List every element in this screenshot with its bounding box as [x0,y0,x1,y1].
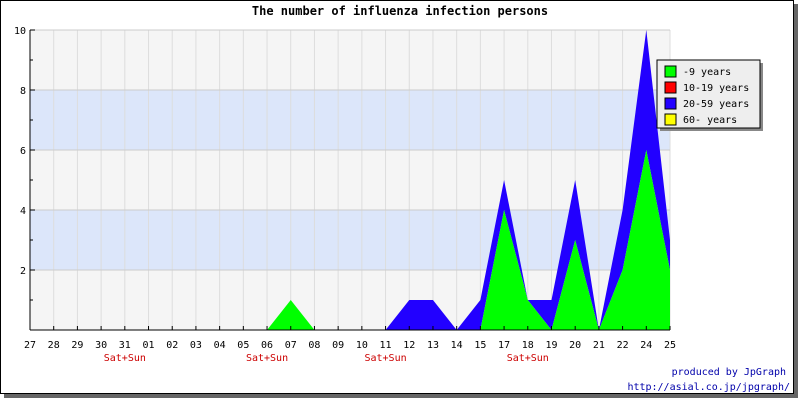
x-tick-label: 31 [119,340,131,351]
grid-band [30,90,670,150]
x-tick-label: 15 [474,340,486,351]
axes [29,29,671,331]
x-tick-label: 25 [664,340,676,351]
weekend-label: Sat+Sun [364,353,406,364]
weekend-labels: Sat+Sun Sat+Sun Sat+Sun Sat+Sun [104,353,549,364]
x-tick-label: 14 [451,340,463,351]
area-20-59-years [30,30,670,330]
x-tick-label: 08 [308,340,320,351]
weekend-label: Sat+Sun [246,353,288,364]
x-tick-label: 30 [95,340,107,351]
area-9-years [30,150,670,330]
x-tick-label: 09 [332,340,344,351]
legend-label: 60- years [683,115,737,126]
chart-title: The number of influenza infection person… [252,4,548,18]
x-tick-label: 02 [166,340,178,351]
x-tick-label: 21 [593,340,605,351]
x-tick-label: 29 [71,340,83,351]
legend-swatch [664,113,677,126]
x-tick-label: 20 [569,340,581,351]
legend-swatch [664,97,677,110]
x-tick-label: 19 [545,340,557,351]
x-tick-label: 13 [427,340,439,351]
x-tick-label: 06 [261,340,273,351]
credit-line-1: produced by JpGraph [672,367,786,378]
legend-label: -9 years [683,67,731,78]
legend-label: 20-59 years [683,99,749,110]
y-tick-label: 8 [20,86,26,97]
y-tick-label: 10 [14,26,26,37]
x-tick-label: 05 [237,340,249,351]
x-tick-label: 10 [356,340,368,351]
legend-swatch [664,81,677,94]
x-tick-label: 22 [617,340,629,351]
x-tick-labels: 27 28 29 30 31 01 02 03 04 05 06 07 08 09 10 11 12 13 14 15… [24,340,676,351]
x-tick-label: 01 [142,340,154,351]
x-tick-label: 04 [214,340,226,351]
y-tick-label: 2 [20,266,26,277]
x-tick-label: 28 [48,340,60,351]
x-tick-label: 18 [522,340,534,351]
legend-swatch [664,65,677,78]
legend-label: 10-19 years [683,83,749,94]
legend: -9 years 10-19 years 20-59 years 60- years [656,59,763,131]
series-areas [30,30,670,330]
y-tick-label: 4 [20,206,26,217]
y-tick-labels: 2 4 6 8 10 [14,26,26,277]
x-tick-label: 17 [498,340,510,351]
x-tick-label: 07 [285,340,297,351]
x-tick-label: 11 [380,340,392,351]
x-tick-label: 24 [640,340,652,351]
weekend-label: Sat+Sun [507,353,549,364]
x-tick-label: 27 [24,340,36,351]
x-tick-label: 12 [403,340,415,351]
x-tick-label: 03 [190,340,202,351]
y-tick-label: 6 [20,146,26,157]
weekend-label: Sat+Sun [104,353,146,364]
credit-line-2: http://asial.co.jp/jpgraph/ [627,382,790,393]
